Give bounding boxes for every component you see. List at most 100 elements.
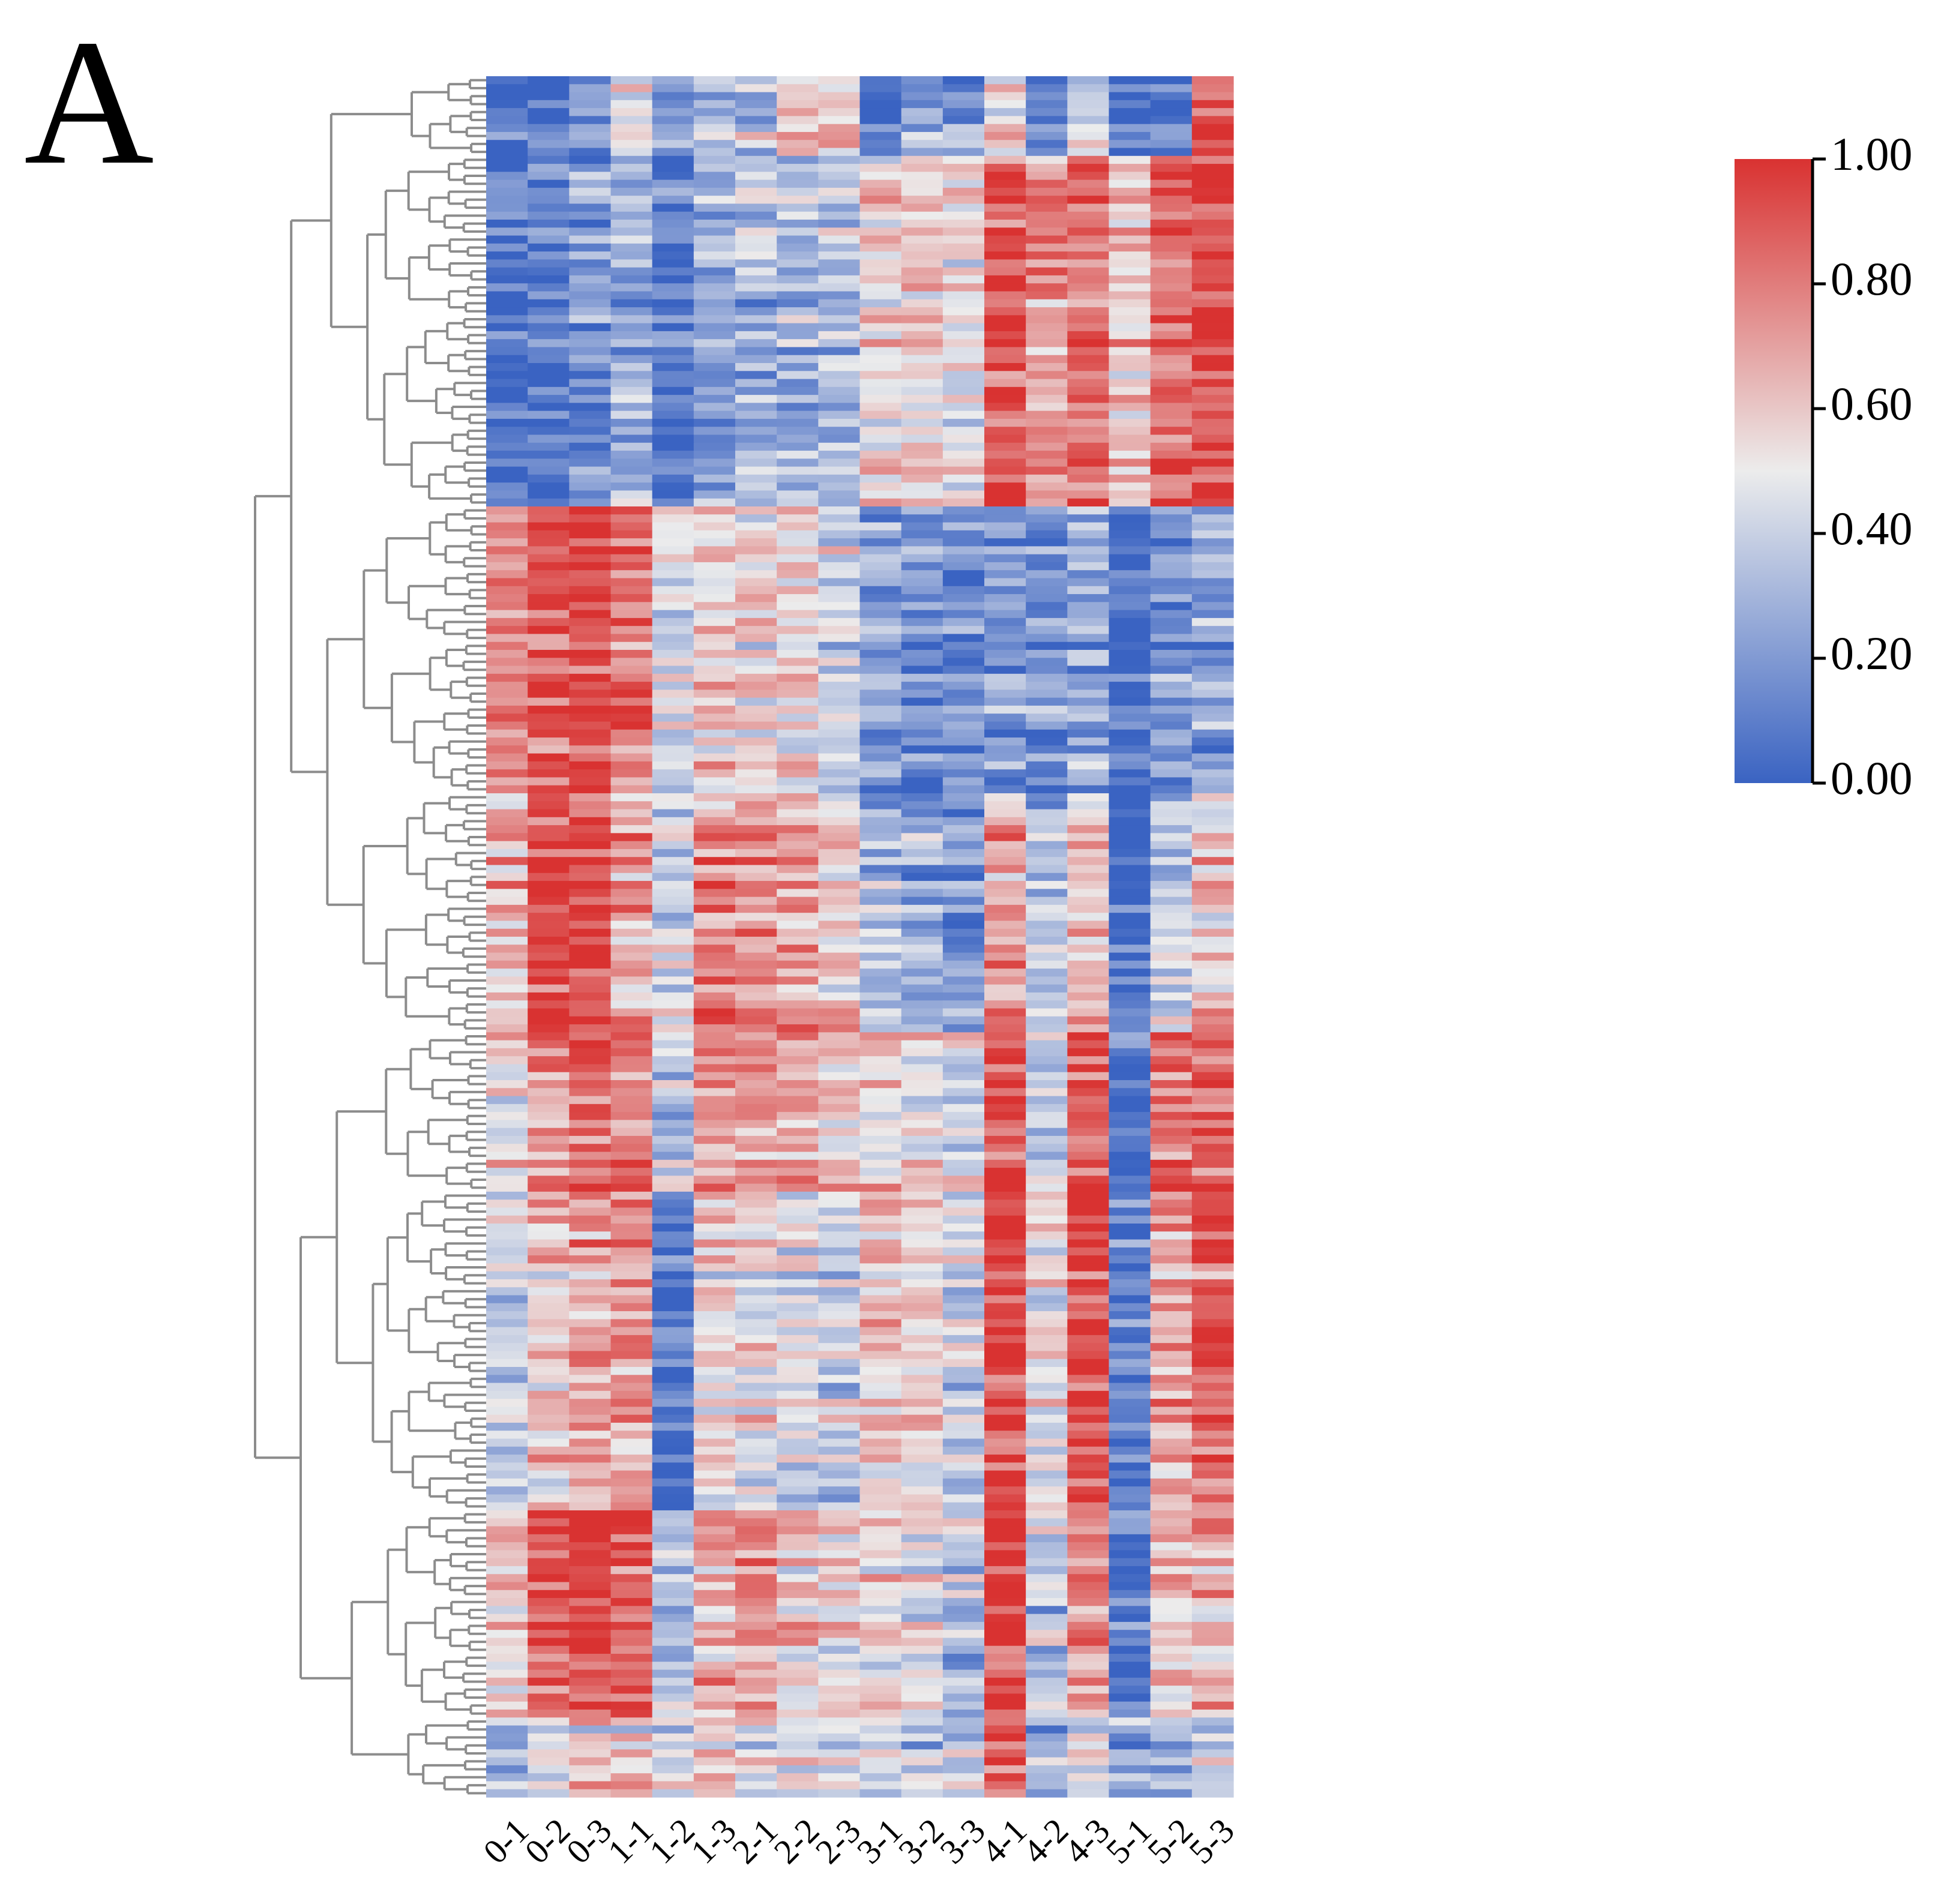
heatmap-cell [1026, 617, 1068, 626]
heatmap-cell [1191, 458, 1234, 467]
heatmap-cell [652, 323, 694, 332]
heatmap-cell [569, 1686, 612, 1694]
heatmap-cell [777, 1407, 819, 1416]
heatmap-cell [1067, 1645, 1110, 1654]
heatmap-cell [569, 1327, 612, 1336]
heatmap-cell [942, 1183, 985, 1192]
heatmap-cell [735, 1200, 777, 1209]
heatmap-cell [1026, 1048, 1068, 1057]
heatmap-cell [1067, 1200, 1110, 1209]
heatmap-cell [528, 315, 570, 324]
heatmap-cell [610, 418, 653, 427]
heatmap-cell [859, 1168, 902, 1176]
heatmap-cell [984, 554, 1026, 563]
heatmap-cell [735, 92, 777, 101]
heatmap-cell [528, 355, 570, 364]
heatmap-cell [735, 1390, 777, 1399]
heatmap-cell [1191, 658, 1234, 667]
heatmap-cell [984, 490, 1026, 499]
heatmap-cell [610, 1383, 653, 1392]
heatmap-cell [1026, 267, 1068, 276]
heatmap-cell [486, 172, 528, 181]
heatmap-cell [984, 1390, 1026, 1399]
heatmap-cell [818, 658, 861, 667]
heatmap-cell [735, 1757, 777, 1766]
heatmap-cell [1109, 1494, 1151, 1503]
heatmap-cell [652, 474, 694, 483]
heatmap-cell [486, 1183, 528, 1192]
heatmap-cell [652, 379, 694, 388]
heatmap-cell [652, 857, 694, 866]
heatmap-cell [652, 259, 694, 268]
heatmap-cell [859, 116, 902, 125]
heatmap-cell [777, 530, 819, 539]
heatmap-cell [942, 1518, 985, 1527]
heatmap-cell [1026, 196, 1068, 205]
heatmap-cell [1026, 1263, 1068, 1272]
heatmap-cell [569, 1438, 612, 1447]
heatmap-cell [1067, 458, 1110, 467]
heatmap-cell [777, 1438, 819, 1447]
heatmap-cell [486, 634, 528, 643]
heatmap-cell [569, 554, 612, 563]
heatmap-cell [1150, 1654, 1193, 1662]
heatmap-cell [610, 1677, 653, 1686]
heatmap-cell [486, 1789, 528, 1798]
heatmap-cell [652, 1558, 694, 1567]
heatmap-cell [693, 1431, 736, 1440]
heatmap-cell [859, 474, 902, 483]
heatmap-cell [984, 1343, 1026, 1352]
heatmap-cell [1191, 410, 1234, 419]
heatmap-cell [735, 1789, 777, 1798]
heatmap-cell [528, 1502, 570, 1511]
heatmap-cell [818, 538, 861, 547]
heatmap-cell [859, 283, 902, 292]
heatmap-cell [901, 451, 943, 459]
heatmap-cell [486, 705, 528, 714]
heatmap-cell [818, 299, 861, 308]
heatmap-cell [818, 379, 861, 388]
heatmap-cell [1191, 92, 1234, 101]
heatmap-cell [1067, 546, 1110, 555]
heatmap-cell [1150, 530, 1193, 539]
heatmap-cell [735, 490, 777, 499]
heatmap-cell [528, 474, 570, 483]
heatmap-cell [652, 124, 694, 133]
heatmap-cell [486, 1207, 528, 1216]
heatmap-cell [735, 1502, 777, 1511]
heatmap-cell [569, 745, 612, 754]
heatmap-cell [1191, 1351, 1234, 1360]
heatmap-cell [818, 251, 861, 260]
heatmap-cell [486, 124, 528, 133]
heatmap-cell [569, 299, 612, 308]
heatmap-cell [528, 570, 570, 579]
heatmap-cell [528, 1542, 570, 1551]
heatmap-cell [942, 1789, 985, 1798]
heatmap-cell [693, 928, 736, 937]
heatmap-cell [1150, 1088, 1193, 1097]
heatmap-cell [1150, 1032, 1193, 1041]
heatmap-cell [1191, 865, 1234, 874]
heatmap-cell [777, 307, 819, 316]
heatmap-cell [984, 1207, 1026, 1216]
heatmap-cell [652, 291, 694, 300]
heatmap-cell [901, 538, 943, 547]
heatmap-cell [818, 1120, 861, 1129]
heatmap-cell [1109, 1112, 1151, 1120]
heatmap-cell [901, 386, 943, 395]
heatmap-cell [486, 538, 528, 547]
heatmap-cell [818, 617, 861, 626]
heatmap-cell [735, 562, 777, 571]
heatmap-cell [569, 1112, 612, 1120]
heatmap-cell [528, 626, 570, 635]
heatmap-cell [859, 124, 902, 133]
heatmap-cell [942, 1000, 985, 1009]
heatmap-cell [1026, 291, 1068, 300]
heatmap-cell [528, 546, 570, 555]
heatmap-cell [652, 682, 694, 690]
heatmap-cell [528, 610, 570, 619]
heatmap-cell [1026, 1375, 1068, 1384]
heatmap-cell [569, 641, 612, 650]
heatmap-cell [1109, 1534, 1151, 1543]
heatmap-cell [610, 474, 653, 483]
